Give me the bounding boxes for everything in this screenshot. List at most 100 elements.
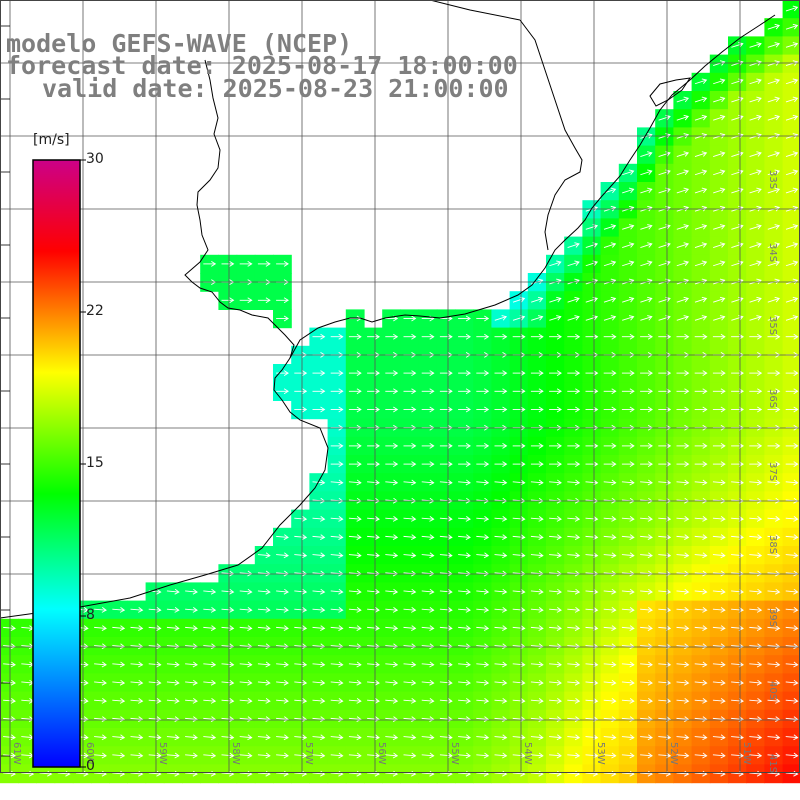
wind-arrow xyxy=(330,734,344,741)
wind-arrow xyxy=(767,752,781,759)
wind-arrow xyxy=(185,698,198,704)
wind-arrow xyxy=(130,625,144,631)
wind-arrow xyxy=(640,752,653,759)
wind-arrow xyxy=(603,607,617,613)
wind-arrow xyxy=(767,151,781,157)
lat-label: 41S xyxy=(767,754,778,773)
wind-arrow xyxy=(567,552,581,559)
wind-arrow xyxy=(512,625,526,631)
wind-arrow xyxy=(676,296,690,303)
wind-arrow xyxy=(421,534,435,540)
wind-arrow xyxy=(567,734,581,741)
wind-arrow xyxy=(458,443,471,449)
wind-arrow xyxy=(421,588,435,595)
wind-arrow xyxy=(749,333,763,340)
wind-arrow xyxy=(713,224,726,230)
wind-arrow xyxy=(348,516,362,522)
wind-arrow xyxy=(567,388,581,395)
wind-arrow xyxy=(767,242,781,248)
wind-arrow xyxy=(512,333,526,340)
wind-arrow xyxy=(785,516,799,522)
wind-arrow xyxy=(585,516,599,522)
wind-arrow xyxy=(585,388,599,395)
wind-arrow xyxy=(712,479,726,486)
wind-arrow xyxy=(712,625,726,631)
wind-arrow xyxy=(512,516,526,522)
wind-arrow xyxy=(385,443,399,449)
wind-arrow xyxy=(203,588,217,595)
wind-arrow xyxy=(476,333,490,340)
wind-arrow xyxy=(530,406,544,413)
wind-arrow xyxy=(348,679,362,686)
wind-arrow xyxy=(312,607,326,613)
wind-arrow xyxy=(621,333,635,340)
wind-arrow xyxy=(603,315,617,321)
wind-arrow xyxy=(603,370,617,376)
wind-arrow xyxy=(621,607,635,613)
wind-arrow xyxy=(640,461,653,467)
wind-arrow xyxy=(203,752,217,759)
wind-arrow xyxy=(749,96,762,103)
wind-arrow xyxy=(694,370,708,376)
wind-arrow xyxy=(567,516,581,522)
wind-arrow xyxy=(567,679,581,686)
wind-arrow xyxy=(330,333,344,340)
wind-arrow xyxy=(348,698,362,704)
wind-arrow xyxy=(330,443,344,449)
wind-arrow xyxy=(621,552,635,559)
wind-arrow xyxy=(94,661,107,668)
wind-arrow xyxy=(403,443,417,449)
wind-arrow xyxy=(694,406,708,413)
wind-arrow xyxy=(749,388,763,395)
wind-arrow xyxy=(239,588,253,595)
wind-arrow xyxy=(403,388,417,395)
wind-arrow xyxy=(676,752,690,759)
colorbar-ramp xyxy=(32,159,81,768)
wind-arrow xyxy=(549,734,562,741)
wind-arrow xyxy=(694,734,708,741)
wind-arrow xyxy=(713,114,726,121)
wind-arrow xyxy=(330,588,344,595)
wind-arrow xyxy=(767,315,781,321)
lat-label: 39S xyxy=(767,608,778,627)
wind-arrow xyxy=(603,516,617,522)
wind-arrow xyxy=(403,406,417,413)
wind-arrow xyxy=(785,607,799,613)
wind-arrow xyxy=(694,443,708,449)
wind-arrow xyxy=(367,698,380,704)
wind-arrow xyxy=(257,661,271,668)
wind-arrow xyxy=(603,661,617,668)
wind-arrow xyxy=(3,661,16,668)
wind-arrow xyxy=(257,625,271,631)
wind-arrow xyxy=(348,625,362,631)
lon-label: 59W xyxy=(157,742,168,765)
wind-arrow xyxy=(148,607,162,613)
wind-arrow xyxy=(257,297,271,304)
wind-arrow xyxy=(367,588,380,595)
wind-arrow xyxy=(94,716,107,722)
wind-arrow xyxy=(694,315,708,321)
wind-arrow xyxy=(221,607,235,613)
wind-arrow xyxy=(3,698,16,704)
wind-arrow xyxy=(476,534,490,540)
wind-arrow xyxy=(749,224,762,230)
wind-arrow xyxy=(640,698,653,704)
wind-arrow xyxy=(785,60,799,66)
wind-arrow xyxy=(567,534,581,540)
wind-arrow xyxy=(439,607,453,613)
wind-arrow xyxy=(276,370,289,376)
wind-arrow xyxy=(658,661,672,668)
wind-arrow xyxy=(257,716,271,722)
border-line-upper xyxy=(429,0,521,21)
wind-arrow xyxy=(221,625,235,631)
wind-arrow xyxy=(221,716,235,722)
wind-arrow xyxy=(367,461,380,467)
river-plate-north-shore xyxy=(289,317,360,359)
wind-arrow xyxy=(749,296,762,303)
wind-arrow xyxy=(421,461,435,467)
wind-arrow xyxy=(312,661,326,668)
wind-arrow xyxy=(712,406,726,413)
wind-arrow xyxy=(694,461,708,467)
wind-arrow xyxy=(785,333,799,340)
colorbar-tick-22: 22 xyxy=(86,303,104,319)
